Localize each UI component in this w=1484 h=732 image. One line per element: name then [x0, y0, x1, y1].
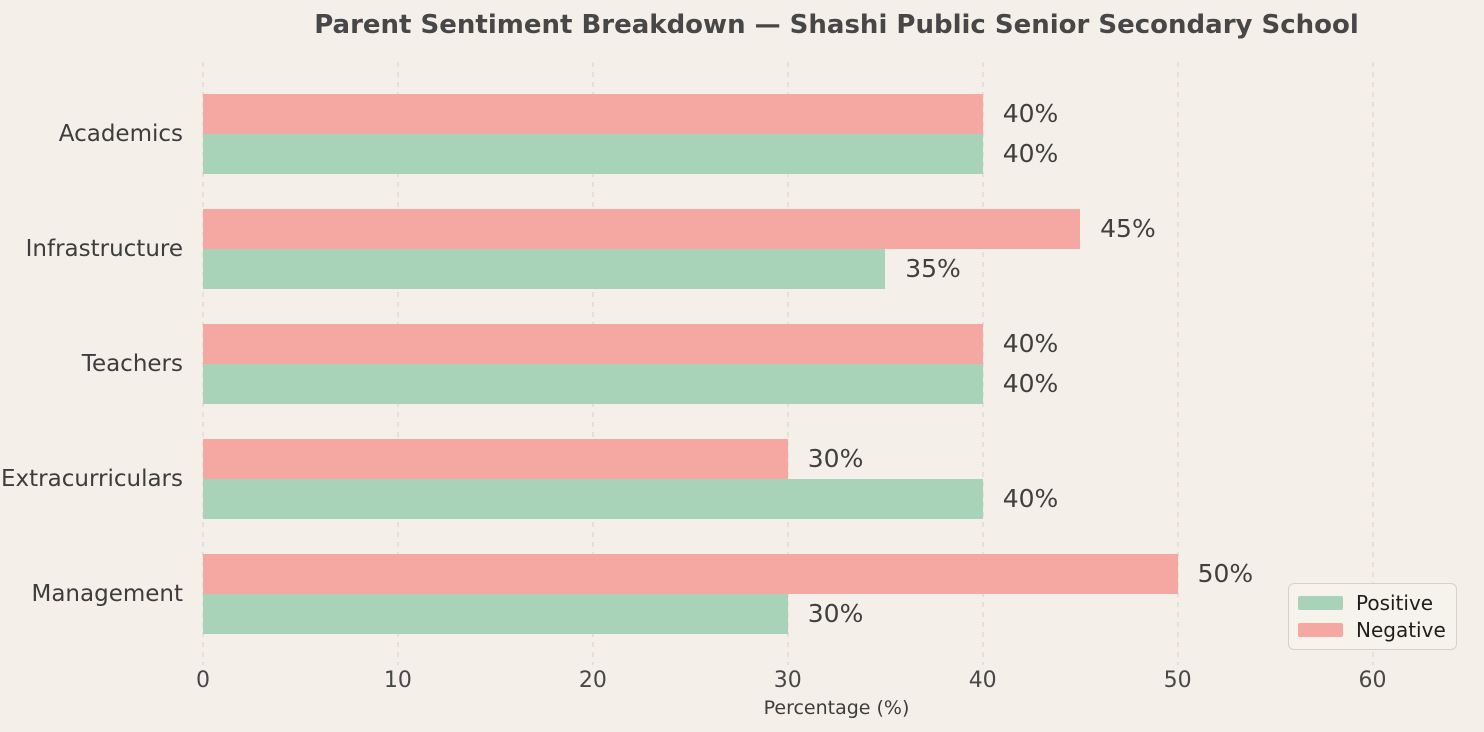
- bar-negative-teachers: [203, 324, 983, 364]
- legend: Positive Negative: [1288, 583, 1457, 650]
- gridline-40: [981, 62, 984, 665]
- bar-negative-extracurriculars: [203, 439, 788, 479]
- x-tick-label-20: 20: [578, 668, 607, 693]
- value-label-positive-academics: 40%: [1002, 139, 1059, 168]
- value-label-positive-infrastructure: 35%: [905, 254, 961, 283]
- category-label-management: Management: [31, 581, 183, 607]
- bar-negative-infrastructure: [203, 209, 1081, 249]
- bar-positive-extracurriculars: [203, 479, 983, 519]
- value-label-negative-academics: 40%: [1002, 99, 1059, 128]
- legend-entry-positive: Positive: [1298, 593, 1444, 613]
- negative-swatch-icon: [1298, 623, 1343, 637]
- x-tick-label-30: 30: [773, 668, 802, 693]
- gridline-50: [1176, 62, 1179, 665]
- x-tick-label-60: 60: [1358, 668, 1387, 693]
- gridline-60: [1371, 62, 1374, 665]
- value-label-negative-infrastructure: 45%: [1100, 214, 1156, 243]
- bar-positive-management: [203, 594, 788, 634]
- legend-label-negative: Negative: [1356, 618, 1446, 642]
- x-axis-label: Percentage (%): [763, 697, 910, 719]
- value-label-positive-extracurriculars: 40%: [1002, 484, 1059, 513]
- legend-entry-negative: Negative: [1298, 618, 1446, 642]
- bar-negative-management: [203, 554, 1178, 594]
- bar-positive-academics: [203, 134, 983, 174]
- positive-swatch-icon: [1298, 596, 1343, 610]
- category-label-teachers: Teachers: [81, 351, 183, 377]
- value-label-negative-extracurriculars: 30%: [807, 444, 864, 473]
- category-label-infrastructure: Infrastructure: [25, 236, 183, 262]
- x-tick-label-10: 10: [383, 668, 412, 693]
- legend-label-positive: Positive: [1356, 591, 1434, 615]
- bar-positive-teachers: [203, 364, 983, 404]
- value-label-negative-management: 50%: [1197, 559, 1254, 588]
- chart-title: Parent Sentiment Breakdown — Shashi Publ…: [314, 10, 1359, 40]
- category-label-academics: Academics: [58, 121, 183, 147]
- plot-area: 0 10 20 30 40 50 60 Percentage (%) Academics 40% 4…: [1, 62, 1470, 719]
- category-label-extracurriculars: Extracurriculars: [1, 466, 183, 492]
- value-label-positive-teachers: 40%: [1002, 369, 1059, 398]
- value-label-positive-management: 30%: [807, 599, 864, 628]
- x-tick-label-50: 50: [1163, 668, 1192, 693]
- x-tick-label-40: 40: [968, 668, 997, 693]
- bar-negative-academics: [203, 94, 983, 134]
- bar-positive-infrastructure: [203, 249, 886, 289]
- value-label-negative-teachers: 40%: [1002, 329, 1059, 358]
- x-tick-label-0: 0: [196, 668, 210, 693]
